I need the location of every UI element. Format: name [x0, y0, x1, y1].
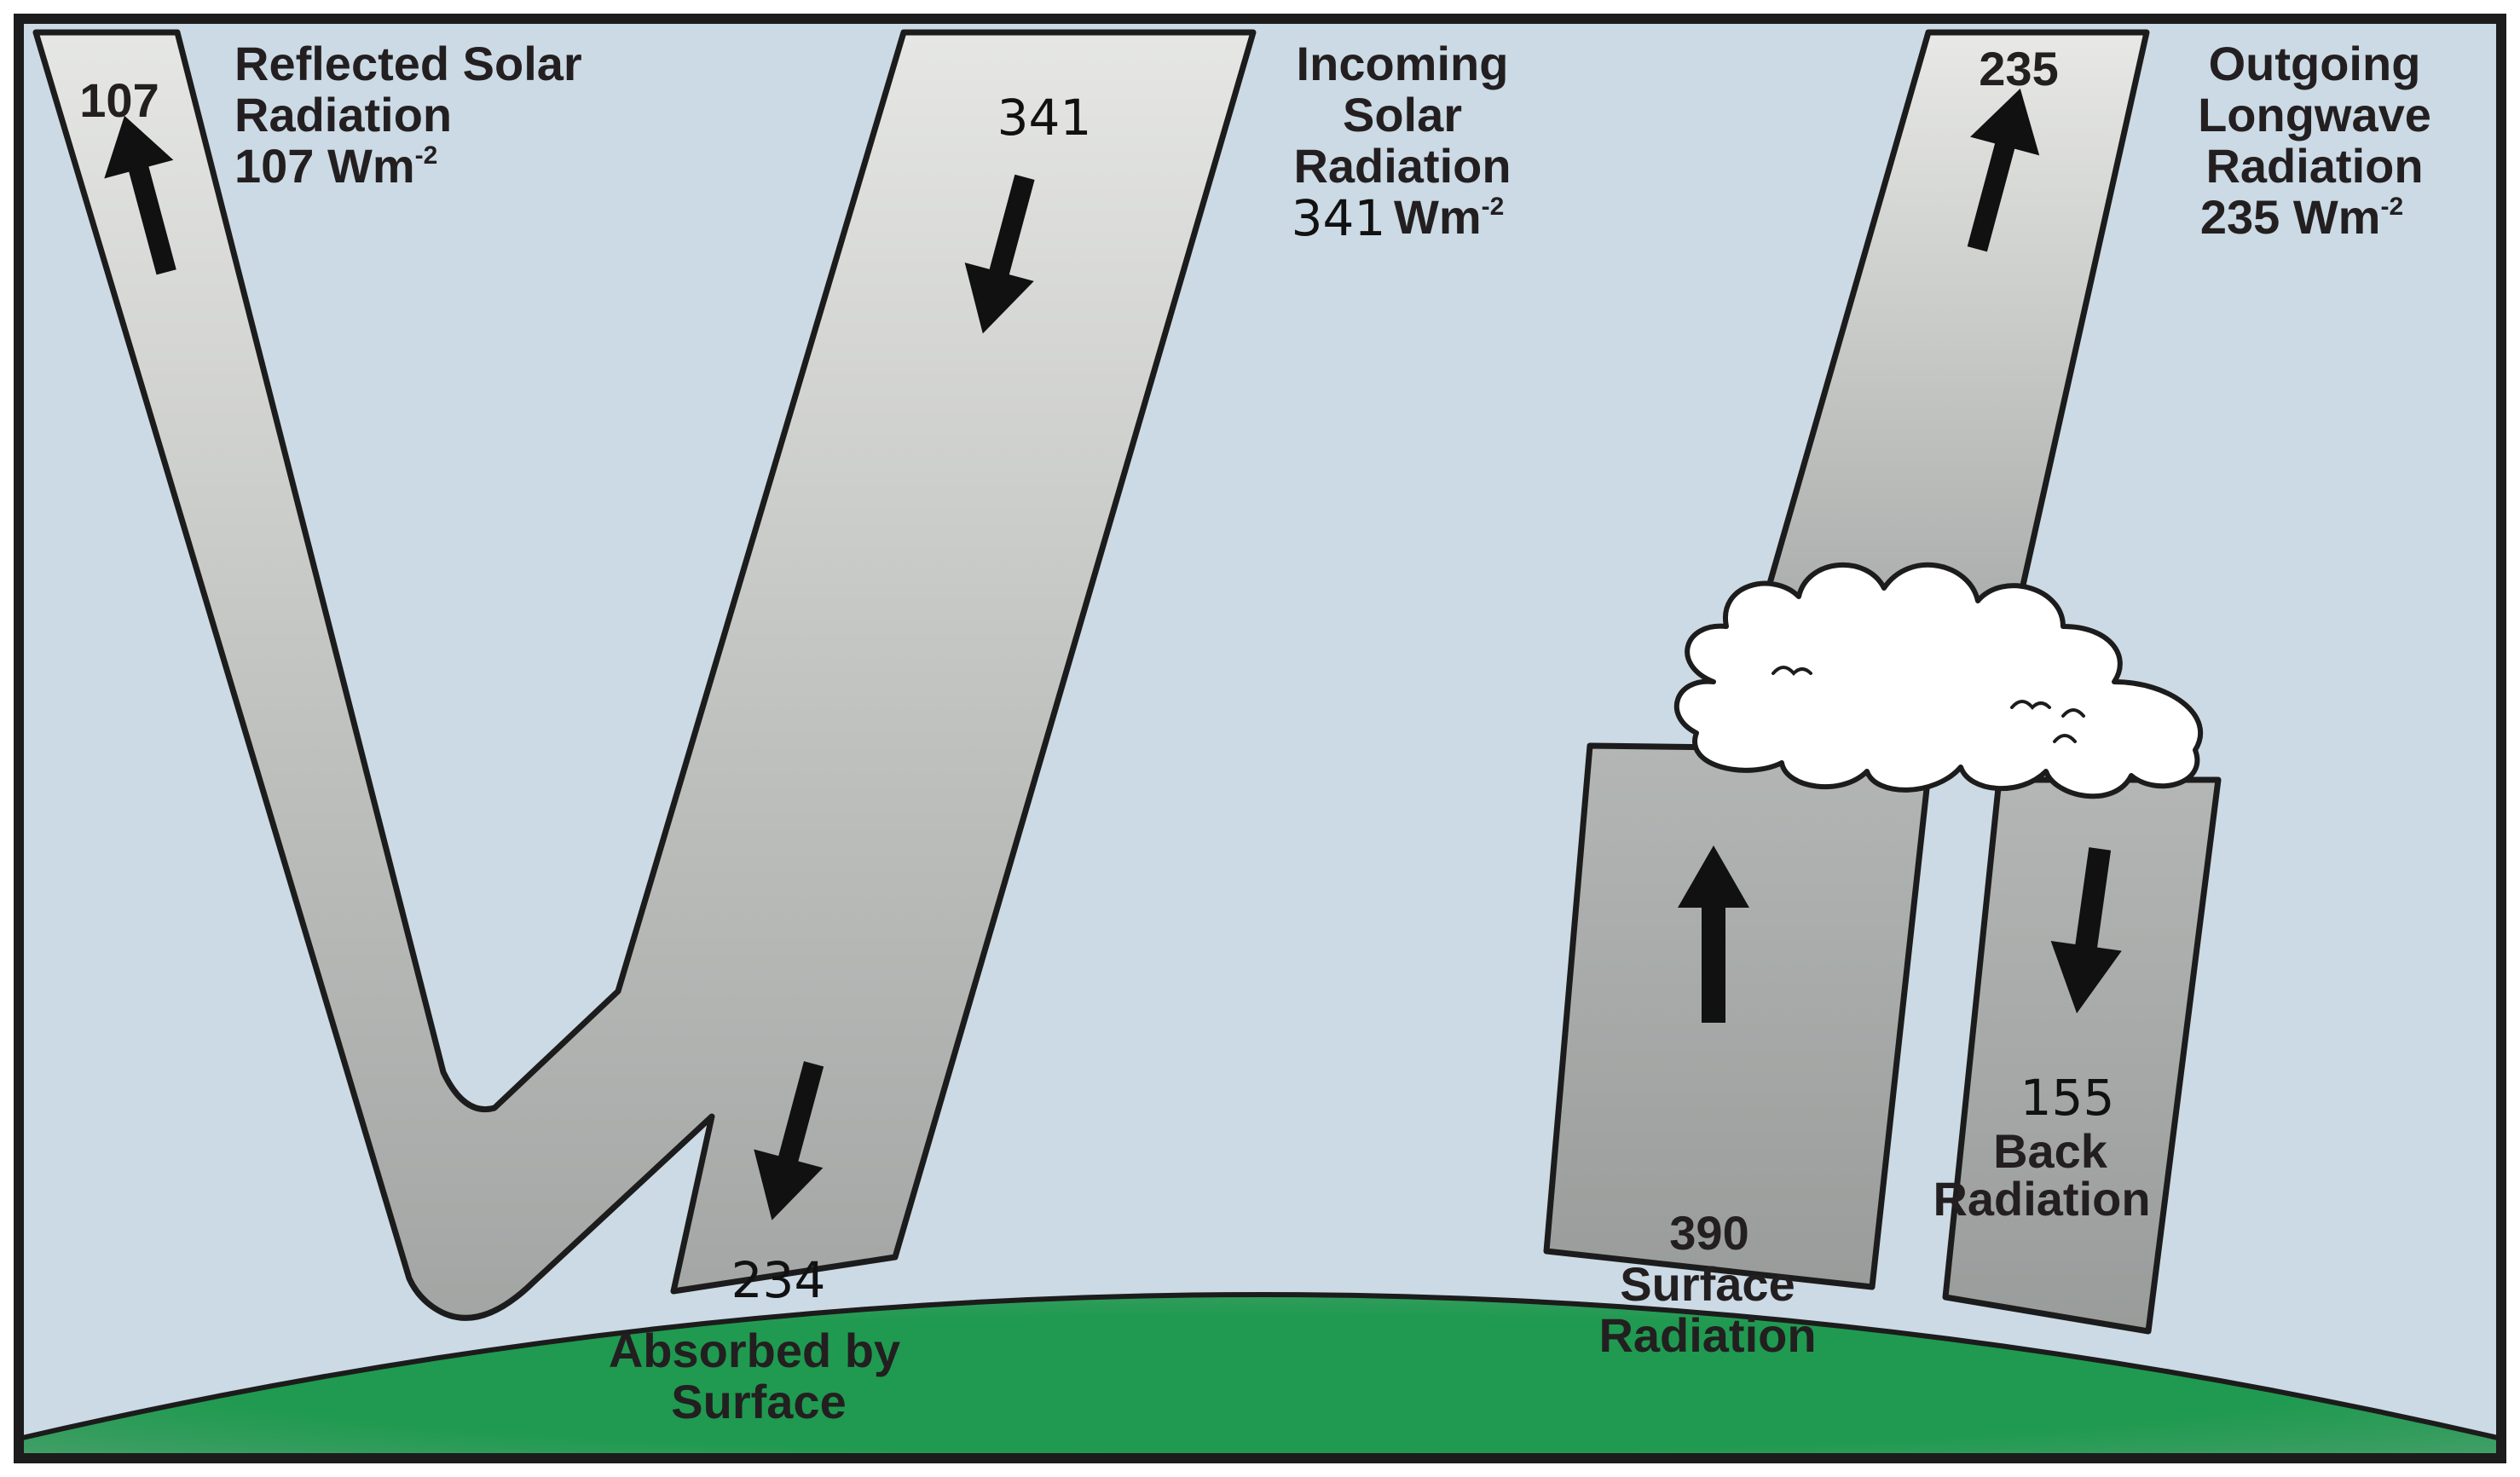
- outgoing-flux-value: 235 Wm: [2200, 190, 2381, 244]
- diagram-frame: [14, 14, 2506, 1463]
- incoming-flux-exponent: -2: [1482, 193, 1505, 221]
- reflected-flux-exponent: -2: [415, 141, 438, 170]
- outgoing-flux: 235 Wm-2: [2200, 190, 2403, 244]
- back-arrow-down-icon: [2050, 847, 2122, 1014]
- surface-line1: Surface: [1620, 1257, 1795, 1311]
- incoming-value-label: 341: [997, 89, 1092, 147]
- absorbed-arrow-down-icon: [754, 1061, 824, 1220]
- back-value-label: 155: [2020, 1069, 2115, 1127]
- earth-surface: [19, 1295, 2501, 1458]
- outgoing-title-line1: Outgoing: [2209, 37, 2421, 90]
- surface-value-label: 390: [1669, 1206, 1748, 1260]
- outgoing-value-label: 235: [1979, 42, 2058, 95]
- reflected-flux: 107 Wm-2: [234, 139, 437, 193]
- back-line2: Radiation: [1933, 1172, 2150, 1226]
- surface-line2: Radiation: [1598, 1308, 1816, 1362]
- reflected-title-line1: Reflected Solar: [234, 37, 582, 90]
- incoming-flux-unit: Wm-2: [1394, 190, 1504, 244]
- reflected-arrow-up-icon: [104, 115, 176, 275]
- incoming-arrow-down-icon: [964, 174, 1035, 334]
- incoming-flux-value: 341: [1292, 189, 1386, 247]
- surface-arrow-up-icon: [1678, 845, 1749, 1023]
- incoming-reflected-beam: [32, 29, 1257, 1321]
- back-line1: Back: [1993, 1124, 2108, 1178]
- horizon-line: [18, 1292, 2502, 1441]
- incoming-title-line2: Solar: [1343, 88, 1462, 141]
- incoming-flux-unit-text: Wm: [1394, 190, 1482, 244]
- absorbed-line2: Surface: [671, 1375, 846, 1428]
- outgoing-arrow-up-icon: [1967, 88, 2040, 252]
- incoming-title-line3: Radiation: [1293, 139, 1511, 193]
- reflected-title-line2: Radiation: [234, 88, 452, 141]
- absorbed-line1: Absorbed by: [609, 1324, 900, 1377]
- absorbed-value-label: 234: [731, 1251, 826, 1309]
- reflected-value-label: 107: [79, 73, 159, 127]
- outgoing-flux-exponent: -2: [2380, 193, 2403, 221]
- reflected-flux-value: 107 Wm: [234, 139, 415, 193]
- outgoing-title-line3: Radiation: [2205, 139, 2423, 193]
- outgoing-title-line2: Longwave: [2198, 88, 2431, 141]
- cloud-detail: [1772, 666, 2085, 743]
- incoming-title-line1: Incoming: [1297, 37, 1509, 90]
